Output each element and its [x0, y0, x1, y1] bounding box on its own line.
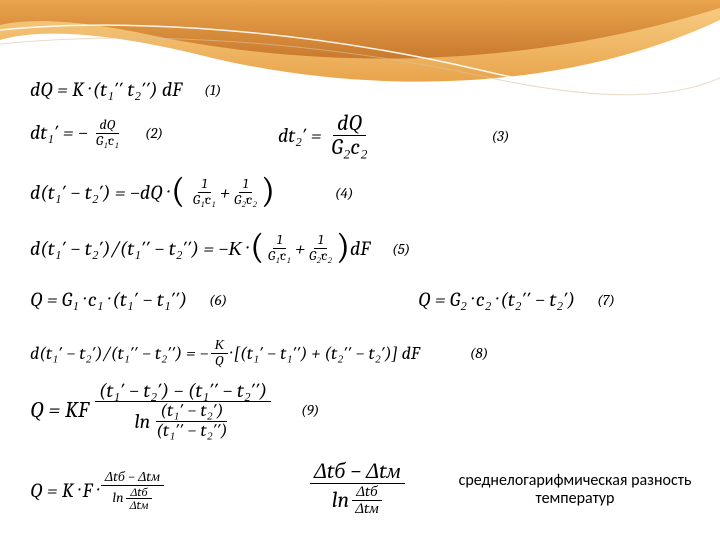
- eq8-label: (8): [470, 344, 488, 362]
- eq5-lhs: d(t₁′ − t₂′)/(t₁′′ − t₂′′) = −К ·: [30, 237, 246, 261]
- eq5-frac1: 1 G₁·c₁: [264, 233, 295, 263]
- equation-6: Q = G₁ · c₁ · (t₁′ − t₁′′) (6): [30, 288, 227, 312]
- eq4-frac1: 1 G₁·c₁: [189, 177, 220, 207]
- eq3-lhs: dt₂′ =: [278, 124, 322, 148]
- eq10b-frac: Δtб − Δtм ln Δtб Δtм: [310, 460, 405, 517]
- eq6-text: Q = G₁ · c₁ · (t₁′ − t₁′′): [30, 288, 187, 312]
- eq8-mid: · [(t₁′ − t₁′′) + (t₂′′ − t₂′)] dF: [230, 343, 420, 364]
- equation-2: dt₁′ = − dQ G₁·c₁ (2): [30, 118, 163, 148]
- eq10-left: Q = K · F ·: [30, 479, 97, 502]
- slide: dQ = K · (t₁′′ t₂′′) dF (1) dt₁′ = − dQ …: [0, 0, 720, 540]
- eq4-close-paren: ): [261, 170, 275, 211]
- eq10-frac: Δtб − Δtм ln Δtб Δtм: [101, 470, 164, 512]
- equation-10b: Δtб − Δtм ln Δtб Δtм: [310, 460, 405, 517]
- eq4-plus: +: [220, 181, 230, 204]
- eq1-label: (1): [204, 81, 221, 99]
- eq2-label: (2): [145, 124, 163, 142]
- eq5-rhs: dF: [350, 237, 370, 260]
- equation-5: d(t₁′ − t₂′)/(t₁′′ − t₂′′) = −К · ( 1 G₁…: [30, 228, 410, 269]
- eq5-plus: +: [295, 237, 305, 260]
- eq3-label: (3): [492, 127, 510, 145]
- eq3-fraction: dQ G₂c₂: [328, 112, 372, 159]
- content-area: dQ = K · (t₁′′ t₂′′) dF (1) dt₁′ = − dQ …: [0, 0, 720, 540]
- eq2-lhs: dt₁′ = −: [30, 121, 88, 145]
- eq8-lhs: d(t₁′ − t₂′)/(t₁′′ − t₂′′) = −: [30, 343, 209, 364]
- eq4-label: (4): [335, 184, 354, 202]
- eq5-open-paren: (: [250, 226, 264, 267]
- eq7-text: Q = G₂ · c₂ · (t₂′′ − t₂′): [418, 288, 575, 312]
- eq5-close-paren: ): [336, 226, 350, 267]
- eq4-frac2: 1 G₂·c₂: [230, 177, 261, 207]
- description-text: среднелогарифмическая разностьтемператур: [445, 472, 705, 509]
- eq7-label: (7): [597, 291, 615, 309]
- eq4-open-paren: (: [171, 170, 185, 211]
- equation-7: Q = G₂ · c₂ · (t₂′′ − t₂′) (7): [418, 288, 615, 312]
- eq5-frac2: 1 G₂·c₂: [305, 233, 336, 263]
- eq8-frac: К Q: [211, 338, 228, 368]
- eq1-text: dQ = K · (t₁′′ t₂′′) dF: [30, 78, 182, 102]
- eq2-fraction: dQ G₁·c₁: [92, 118, 123, 148]
- equation-10a: Q = K · F · Δtб − Δtм ln Δtб Δtм: [30, 470, 164, 512]
- eq5-label: (5): [392, 240, 410, 258]
- equation-1: dQ = K · (t₁′′ t₂′′) dF (1): [30, 78, 221, 102]
- eq9-label: (9): [301, 401, 319, 419]
- equation-4: d(t₁′ − t₂′) = −dQ · ( 1 G₁·c₁ + 1 G₂·c₂…: [30, 172, 353, 213]
- equation-9: Q = KF (t₁′ − t₂′) − (t₁′′ − t₂′′) ln (t…: [30, 380, 319, 441]
- equation-8: d(t₁′ − t₂′)/(t₁′′ − t₂′′) = − К Q · [(t…: [30, 338, 488, 368]
- eq9-big-frac: (t₁′ − t₂′) − (t₁′′ − t₂′′) ln (t₁′ − t₂…: [95, 380, 271, 441]
- equation-3: dt₂′ = dQ G₂c₂ (3): [278, 112, 509, 159]
- eq6-label: (6): [209, 291, 227, 309]
- eq4-lhs: d(t₁′ − t₂′) = −dQ ·: [30, 181, 167, 205]
- eq9-left: Q = KF: [30, 397, 89, 423]
